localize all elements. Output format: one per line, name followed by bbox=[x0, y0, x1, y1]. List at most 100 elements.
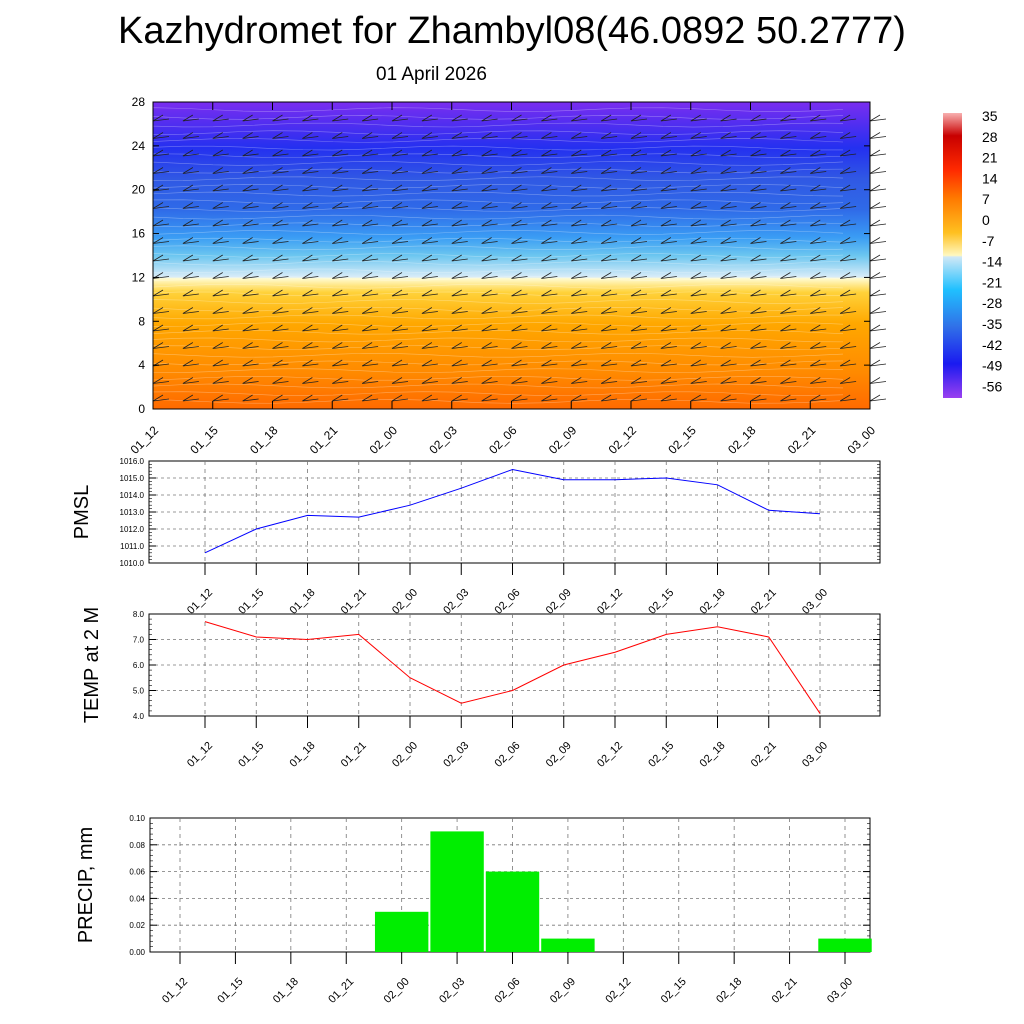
contour-line bbox=[152, 383, 844, 389]
y-tick-label: 1015.0 bbox=[120, 474, 145, 483]
wind-barb bbox=[242, 184, 259, 192]
wind-barb bbox=[660, 272, 677, 279]
wind-barb bbox=[720, 254, 737, 262]
contour-line bbox=[152, 191, 844, 197]
wind-barb bbox=[332, 324, 349, 332]
wind-barb bbox=[361, 272, 379, 279]
x-tick-label: 02_12 bbox=[595, 587, 625, 617]
wind-barb bbox=[421, 149, 438, 157]
wind-barb bbox=[152, 342, 170, 349]
wind-barb bbox=[361, 394, 379, 402]
wind-barb bbox=[182, 237, 199, 244]
wind-barb bbox=[451, 114, 468, 122]
wind-barb bbox=[869, 184, 887, 192]
x-tick-label: 02_12 bbox=[603, 976, 633, 1006]
wind-barb bbox=[391, 394, 409, 402]
wind-barb bbox=[690, 132, 707, 139]
wind-barb bbox=[690, 342, 707, 349]
wind-barb bbox=[421, 219, 438, 227]
wind-barb bbox=[541, 272, 558, 279]
wind-barb bbox=[541, 342, 558, 349]
contour-line bbox=[152, 161, 844, 166]
wind-barb bbox=[571, 342, 588, 349]
wind-barb bbox=[511, 114, 528, 122]
x-tick-label: 02_18 bbox=[698, 740, 728, 770]
wind-barb bbox=[600, 254, 618, 262]
wind-barb bbox=[421, 359, 438, 367]
x-tick-label: 02_06 bbox=[486, 423, 520, 457]
wind-barb bbox=[451, 377, 468, 384]
y-tick-label: 0 bbox=[138, 402, 145, 416]
precip-bar bbox=[541, 938, 595, 952]
x-tick-label: 01_18 bbox=[288, 587, 318, 617]
wind-barb bbox=[571, 114, 588, 122]
wind-barb bbox=[511, 184, 528, 192]
contour-line bbox=[152, 314, 844, 320]
wind-barb bbox=[302, 342, 319, 349]
wind-barb bbox=[212, 307, 229, 314]
wind-barb bbox=[720, 132, 737, 139]
wind-barb bbox=[869, 324, 887, 332]
wind-barb bbox=[361, 219, 379, 227]
contour-line bbox=[152, 352, 844, 358]
wind-barb bbox=[332, 132, 349, 139]
wind-barb bbox=[630, 132, 648, 139]
x-tick-label: 01_12 bbox=[160, 976, 190, 1006]
wind-barb bbox=[839, 237, 857, 244]
wind-barb bbox=[690, 377, 707, 384]
y-tick-label: 7.0 bbox=[133, 636, 145, 645]
wind-barb bbox=[720, 167, 737, 174]
wind-barb bbox=[660, 324, 677, 332]
wind-barb bbox=[182, 394, 199, 402]
wind-barb bbox=[810, 132, 827, 139]
wind-barb bbox=[571, 149, 588, 157]
wind-barb bbox=[630, 149, 648, 157]
x-tick-label: 02_09 bbox=[548, 976, 578, 1006]
wind-barb bbox=[332, 272, 349, 279]
contour-line bbox=[152, 176, 844, 182]
wind-barb bbox=[541, 324, 558, 332]
contour-line bbox=[152, 245, 844, 251]
wind-barb bbox=[361, 377, 379, 384]
wind-barb bbox=[421, 237, 438, 244]
y-tick-label: 0.04 bbox=[129, 894, 145, 903]
wind-barb bbox=[660, 394, 677, 402]
contour-line bbox=[152, 337, 844, 343]
wind-barb bbox=[839, 254, 857, 262]
wind-barb bbox=[571, 359, 588, 367]
contour-line bbox=[152, 230, 844, 235]
wind-barb bbox=[212, 149, 229, 157]
wind-barb bbox=[451, 394, 468, 402]
wind-barb bbox=[361, 167, 379, 174]
wind-barb bbox=[391, 377, 409, 384]
wind-barb bbox=[869, 132, 887, 139]
x-tick-label: 01_15 bbox=[236, 587, 266, 617]
wind-barb bbox=[451, 289, 468, 297]
wind-barb bbox=[272, 167, 289, 174]
y-tick-label: 4.0 bbox=[133, 712, 145, 721]
x-tick-label: 02_00 bbox=[390, 587, 420, 617]
wind-barb bbox=[810, 219, 827, 227]
wind-barb bbox=[421, 132, 438, 139]
wind-barb bbox=[869, 377, 887, 384]
wind-barb bbox=[302, 359, 319, 367]
wind-barb bbox=[481, 342, 498, 349]
wind-barb bbox=[600, 272, 618, 279]
wind-barb bbox=[571, 132, 588, 139]
wind-barb bbox=[272, 149, 289, 157]
contour-line bbox=[152, 207, 844, 212]
wind-barb bbox=[869, 289, 887, 297]
wind-barb bbox=[541, 184, 558, 192]
wind-barb bbox=[511, 377, 528, 384]
wind-barb bbox=[152, 132, 170, 139]
wind-barb bbox=[451, 272, 468, 279]
wind-barb bbox=[272, 132, 289, 139]
x-tick-label: 02_18 bbox=[698, 587, 728, 617]
wind-barb bbox=[451, 324, 468, 332]
x-tick-label: 02_09 bbox=[544, 587, 574, 617]
wind-barb bbox=[242, 307, 259, 314]
wind-barb bbox=[332, 307, 349, 314]
wind-barb bbox=[242, 132, 259, 139]
wind-barb bbox=[511, 342, 528, 349]
wind-barb bbox=[182, 307, 199, 314]
